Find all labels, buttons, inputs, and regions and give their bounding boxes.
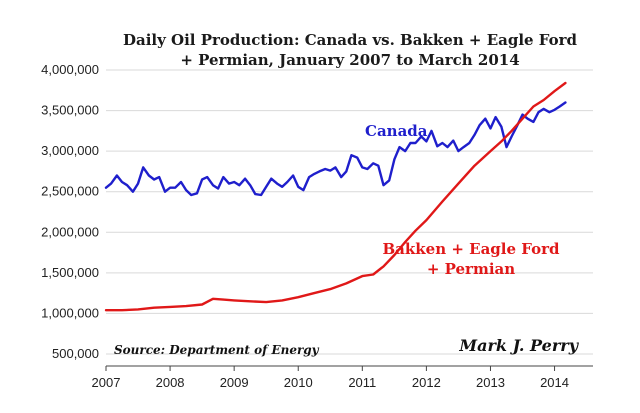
x-axis-ticks: 2007 2008 2009 2010 2011 2012 2013 2014 [92,365,593,390]
canada-line [104,101,567,197]
bakken-eagleford-permian-line [104,81,567,312]
x-tick-label: 2007 [92,375,121,390]
x-tick-label: 2014 [540,375,569,390]
y-tick-label: 500,000 [52,346,99,361]
series-lines [104,81,567,312]
bakken-series-label-line-2: + Permian [427,260,515,278]
gridlines [106,69,593,355]
y-tick-label: 3,500,000 [41,103,99,118]
x-tick-label: 2009 [220,375,249,390]
y-tick-label: 1,500,000 [41,265,99,280]
x-tick-label: 2013 [476,375,505,390]
bakken-series-label-line-1: Bakken + Eagle Ford [383,240,560,258]
x-tick-label: 2011 [348,375,376,390]
chart-title-line-1: Daily Oil Production: Canada vs. Bakken … [123,31,578,49]
y-axis-ticks: 500,000 1,000,000 1,500,000 2,000,000 2,500,… [41,62,99,361]
x-tick-label: 2008 [156,375,185,390]
canada-series-label: Canada [365,122,428,140]
x-tick-label: 2012 [412,375,441,390]
source-note: Source: Department of Energy [114,343,320,357]
x-tick-label: 2010 [284,375,313,390]
y-tick-label: 2,500,000 [41,184,99,199]
author-signature: Mark J. Perry [458,336,579,355]
chart-title-line-2: + Permian, January 2007 to March 2014 [180,51,519,69]
y-tick-label: 3,000,000 [41,143,99,158]
y-tick-label: 4,000,000 [41,62,99,77]
y-tick-label: 1,000,000 [41,305,99,320]
y-tick-label: 2,000,000 [41,224,99,239]
